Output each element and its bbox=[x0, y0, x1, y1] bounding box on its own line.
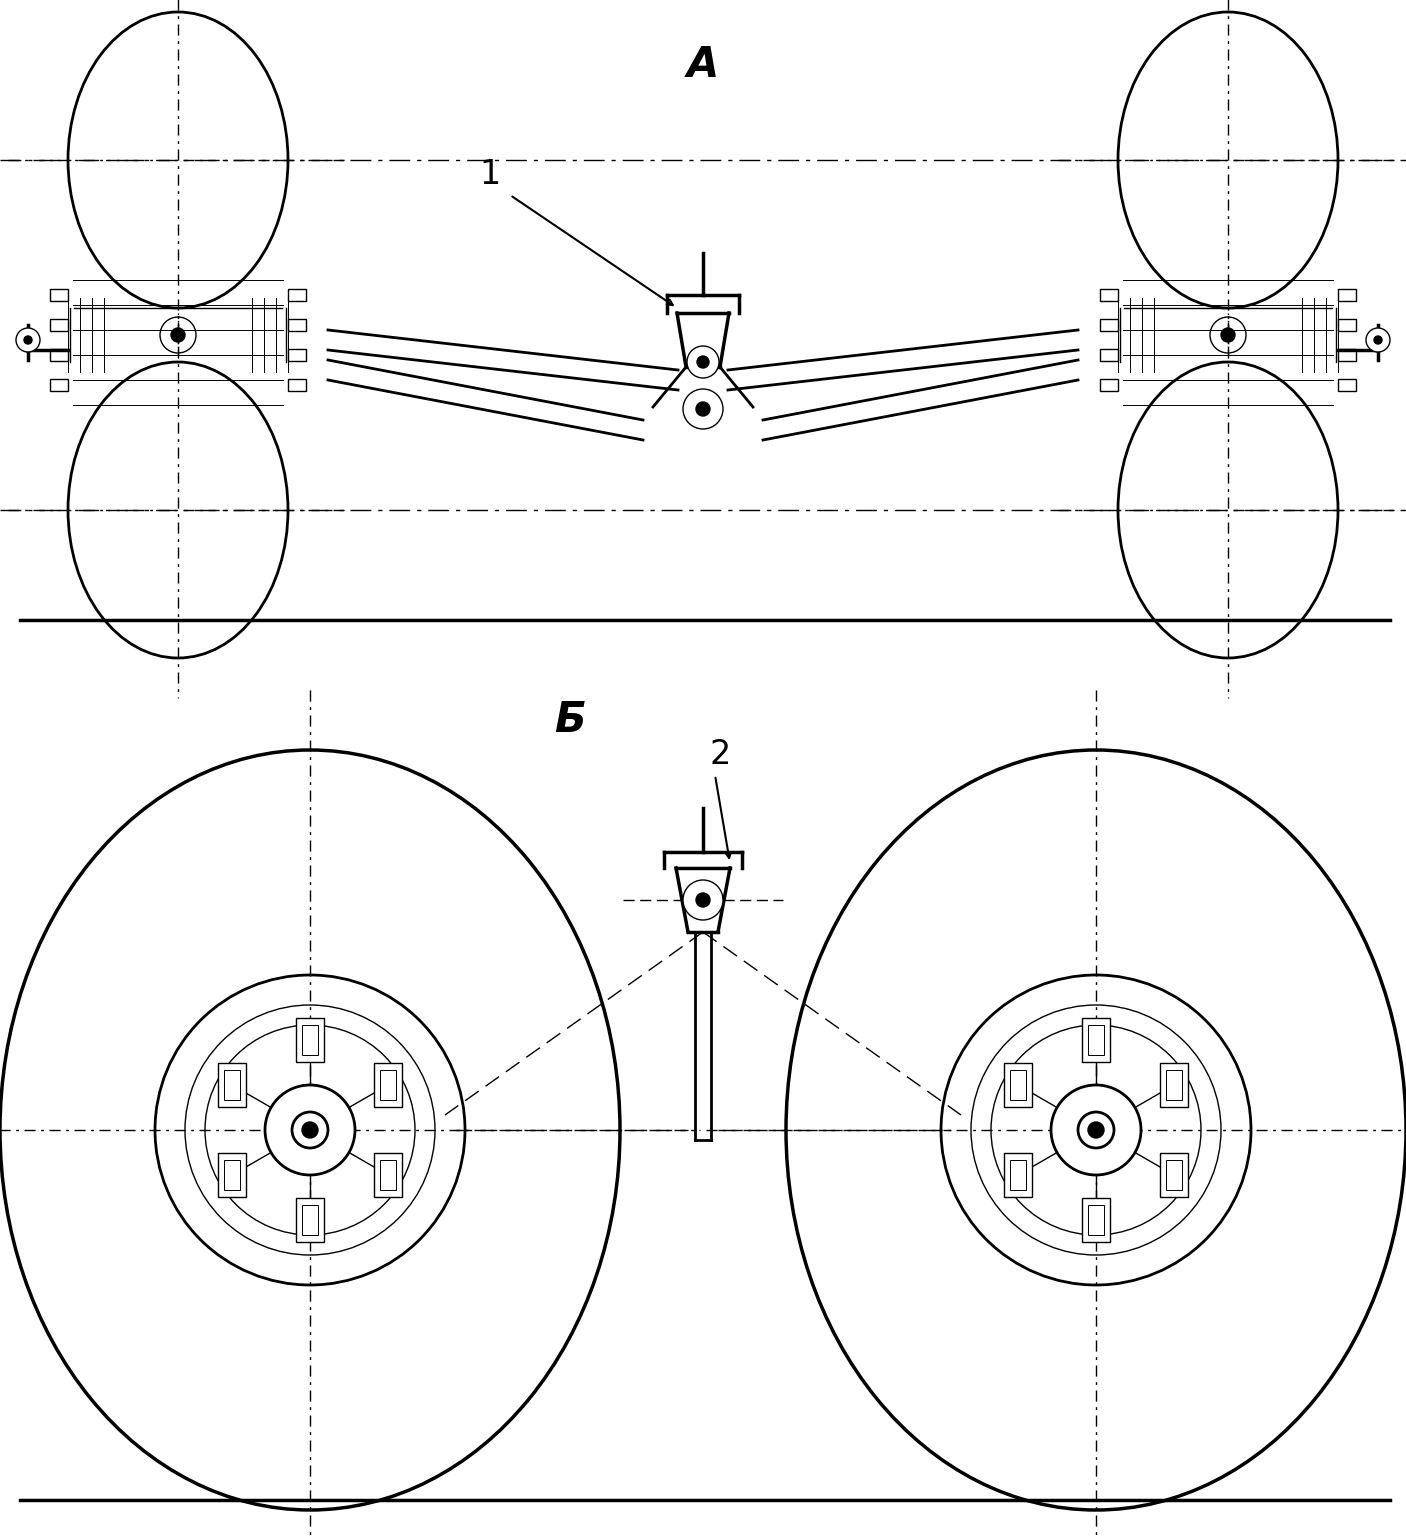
Circle shape bbox=[172, 328, 186, 341]
Bar bbox=[218, 1063, 246, 1107]
Circle shape bbox=[683, 389, 723, 429]
Bar bbox=[1010, 1160, 1026, 1190]
Bar bbox=[1099, 318, 1118, 331]
Circle shape bbox=[1220, 328, 1234, 341]
Bar bbox=[1099, 378, 1118, 391]
Bar bbox=[1088, 1204, 1104, 1235]
Circle shape bbox=[696, 401, 710, 415]
Bar bbox=[1010, 1070, 1026, 1100]
Bar bbox=[374, 1063, 402, 1107]
Circle shape bbox=[302, 1123, 318, 1138]
Text: А: А bbox=[688, 45, 718, 86]
Text: Б: Б bbox=[554, 698, 586, 741]
Bar bbox=[1160, 1154, 1188, 1197]
Bar bbox=[51, 318, 67, 331]
Bar bbox=[302, 1024, 318, 1055]
Bar bbox=[1088, 1024, 1104, 1055]
Bar bbox=[1339, 349, 1355, 361]
Bar bbox=[224, 1070, 240, 1100]
Circle shape bbox=[264, 1084, 354, 1175]
Bar bbox=[1166, 1070, 1182, 1100]
Bar bbox=[297, 1018, 323, 1063]
Circle shape bbox=[292, 1112, 328, 1147]
Bar bbox=[1166, 1160, 1182, 1190]
Bar bbox=[302, 1204, 318, 1235]
Circle shape bbox=[683, 880, 723, 920]
Circle shape bbox=[15, 328, 39, 352]
Bar bbox=[288, 318, 307, 331]
Circle shape bbox=[1367, 328, 1391, 352]
Bar bbox=[1083, 1198, 1109, 1243]
Bar bbox=[374, 1154, 402, 1197]
Circle shape bbox=[696, 894, 710, 907]
Bar bbox=[1004, 1063, 1032, 1107]
Bar bbox=[1004, 1154, 1032, 1197]
Bar bbox=[288, 349, 307, 361]
Text: 2: 2 bbox=[709, 738, 731, 772]
Bar bbox=[51, 289, 67, 301]
Bar bbox=[1339, 378, 1355, 391]
Bar bbox=[297, 1198, 323, 1243]
Bar bbox=[51, 349, 67, 361]
Circle shape bbox=[24, 335, 32, 345]
Circle shape bbox=[1374, 335, 1382, 345]
Bar bbox=[1083, 1018, 1109, 1063]
Text: 1: 1 bbox=[479, 158, 501, 192]
Bar bbox=[218, 1154, 246, 1197]
Bar bbox=[380, 1160, 396, 1190]
Circle shape bbox=[1052, 1084, 1142, 1175]
Circle shape bbox=[1088, 1123, 1104, 1138]
Bar bbox=[288, 289, 307, 301]
Bar bbox=[51, 378, 67, 391]
Bar bbox=[380, 1070, 396, 1100]
Bar bbox=[1099, 289, 1118, 301]
Bar bbox=[224, 1160, 240, 1190]
Bar bbox=[1099, 349, 1118, 361]
Circle shape bbox=[1078, 1112, 1114, 1147]
Circle shape bbox=[688, 346, 718, 378]
Bar bbox=[1339, 318, 1355, 331]
Bar bbox=[1160, 1063, 1188, 1107]
Bar bbox=[288, 378, 307, 391]
Circle shape bbox=[697, 355, 709, 368]
Bar bbox=[1339, 289, 1355, 301]
